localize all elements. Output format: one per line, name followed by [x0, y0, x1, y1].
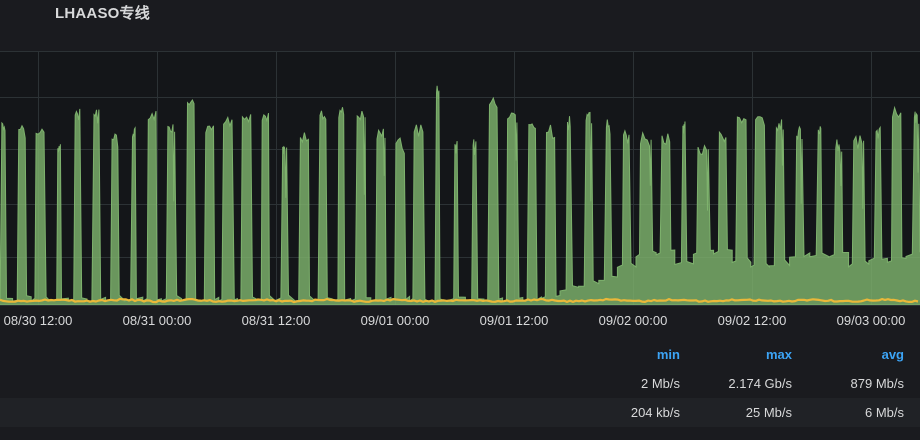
chart-vgridline-1: [157, 51, 158, 306]
page-title[interactable]: LHAASO专线: [55, 5, 150, 22]
chart-vgridline-2: [276, 51, 277, 306]
legend-header-min[interactable]: min: [656, 347, 680, 362]
chart-vgridline-7: [871, 51, 872, 306]
legend-avg-value: 879 Mb/s: [850, 376, 904, 391]
legend-header-max[interactable]: max: [765, 347, 792, 362]
legend-max-value: 25 Mb/s: [745, 405, 792, 420]
legend-min-value: 2 Mb/s: [640, 376, 680, 391]
legend-row[interactable]: 2 Mb/s 2.174 Gb/s 879 Mb/s: [0, 369, 920, 398]
x-axis-tick-1: 08/31 00:00: [122, 313, 192, 328]
chart-legend[interactable]: min max avg 2 Mb/s 2.174 Gb/s 879 Mb/s 204 …: [0, 340, 920, 427]
chart-hgridline-1: [0, 97, 920, 98]
chart-x-axis: 08/30 12:00 08/31 00:00 08/31 12:00 09/01 0…: [0, 306, 920, 336]
legend-row[interactable]: 204 kb/s 25 Mb/s 6 Mb/s: [0, 398, 920, 427]
legend-min-value: 204 kb/s: [630, 405, 680, 420]
legend-series-name[interactable]: [0, 369, 584, 398]
x-axis-tick-2: 08/31 12:00: [241, 313, 311, 328]
chart-series-layer: [0, 51, 920, 306]
chart-plot-area[interactable]: [0, 51, 920, 306]
legend-max-value: 2.174 Gb/s: [728, 376, 792, 391]
series-outbound-line: [0, 297, 919, 304]
x-axis-tick-6: 09/02 12:00: [717, 313, 787, 328]
chart-hgridline-4: [0, 257, 920, 258]
chart-series-svg: [0, 85, 920, 306]
chart-vgridline-5: [633, 51, 634, 306]
chart-zero-axis: [0, 305, 920, 306]
series-inbound-area: [0, 85, 920, 306]
chart-hgridline-3: [0, 204, 920, 205]
chart-hgridline-2: [0, 149, 920, 150]
chart-vgridline-6: [752, 51, 753, 306]
legend-header-row: min max avg: [0, 340, 920, 369]
legend-series-name[interactable]: [0, 398, 584, 427]
x-axis-tick-5: 09/02 00:00: [598, 313, 668, 328]
x-axis-tick-4: 09/01 12:00: [479, 313, 549, 328]
x-axis-tick-0: 08/30 12:00: [3, 313, 73, 328]
legend-header-name: [0, 340, 584, 369]
x-axis-tick-3: 09/01 00:00: [360, 313, 430, 328]
legend-header-avg[interactable]: avg: [881, 347, 904, 362]
x-axis-tick-7: 09/03 00:00: [836, 313, 906, 328]
chart-hgridline-0: [0, 51, 920, 52]
legend-avg-value: 6 Mb/s: [864, 405, 904, 420]
